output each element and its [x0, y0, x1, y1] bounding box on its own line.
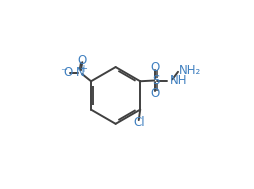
Text: +: +: [79, 64, 87, 74]
Text: O: O: [151, 87, 160, 100]
Text: Cl: Cl: [133, 115, 145, 129]
Text: NH: NH: [170, 74, 187, 87]
Text: O: O: [151, 61, 160, 74]
Text: O: O: [78, 54, 87, 67]
Text: S: S: [152, 74, 159, 87]
Text: N: N: [76, 66, 85, 79]
Text: NH₂: NH₂: [179, 64, 201, 77]
Text: O: O: [63, 66, 72, 79]
Text: ⁻: ⁻: [60, 66, 67, 79]
